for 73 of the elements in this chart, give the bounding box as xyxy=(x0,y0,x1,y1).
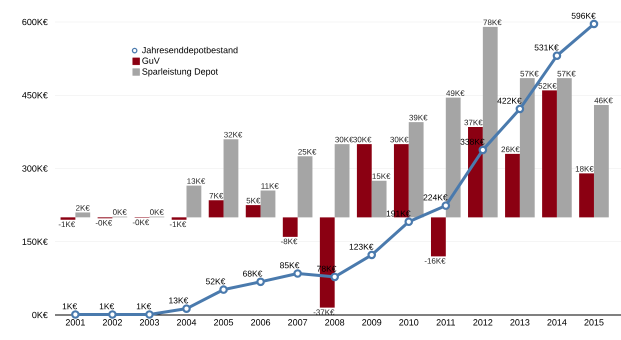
point xyxy=(108,310,117,319)
data-label: 422K€ xyxy=(497,98,522,104)
data-label: 531K€ xyxy=(534,44,559,50)
bar xyxy=(282,217,298,237)
y-tick-label: 450K€ xyxy=(22,92,48,98)
data-label: 1K€ xyxy=(62,303,78,310)
data-label: 13K€ xyxy=(169,297,188,304)
bar xyxy=(446,98,461,218)
point xyxy=(367,250,376,260)
bar xyxy=(186,186,202,218)
y-tick-label: 300K€ xyxy=(22,165,48,172)
bar xyxy=(594,105,609,218)
x-tick-label: 2015 xyxy=(584,319,604,326)
x-tick-label: 2014 xyxy=(547,319,567,326)
point xyxy=(590,20,598,28)
legend-label: GuV xyxy=(142,58,160,64)
bar xyxy=(208,200,224,218)
x-tick-label: 2011 xyxy=(436,319,455,326)
y-tick-label: 150K€ xyxy=(22,238,48,245)
bar xyxy=(542,90,557,218)
point xyxy=(478,146,488,154)
bar xyxy=(505,154,520,218)
bar xyxy=(356,144,372,218)
bar xyxy=(224,139,238,218)
bar xyxy=(579,173,594,218)
bar xyxy=(246,205,261,218)
point xyxy=(552,51,562,60)
point xyxy=(219,285,228,294)
x-tick-label: 2006 xyxy=(251,319,270,326)
bar xyxy=(482,26,498,218)
bar xyxy=(334,144,350,218)
x-tick-label: 2003 xyxy=(140,319,160,326)
x-tick-label: 2008 xyxy=(325,319,344,326)
bar xyxy=(298,156,312,218)
data-label: 68K€ xyxy=(243,270,262,277)
data-label: 85K€ xyxy=(280,262,300,268)
bar xyxy=(260,190,276,218)
data-label: 1K€ xyxy=(100,303,114,310)
bar xyxy=(556,78,572,218)
data-label: 1K€ xyxy=(136,303,152,310)
point xyxy=(330,272,339,282)
point xyxy=(442,201,450,210)
x-tick-label: 2004 xyxy=(176,319,196,326)
point xyxy=(404,217,414,226)
data-label: 123K€ xyxy=(350,244,374,250)
x-tick-label: 2010 xyxy=(399,319,418,326)
point xyxy=(293,269,302,278)
point xyxy=(145,310,154,319)
bar xyxy=(408,122,424,218)
x-tick-label: 2002 xyxy=(102,319,122,326)
point xyxy=(71,310,80,319)
y-tick-label: 600K€ xyxy=(22,18,48,26)
bar xyxy=(372,180,387,218)
legend-label: Sparleistung Depot xyxy=(142,68,218,76)
bar xyxy=(520,78,535,218)
x-tick-label: 2012 xyxy=(473,319,492,326)
point xyxy=(516,104,524,114)
x-tick-label: 2007 xyxy=(288,319,308,326)
x-tick-label: 2005 xyxy=(214,319,234,326)
bar xyxy=(60,217,76,220)
data-label: 596K€ xyxy=(572,12,596,19)
point xyxy=(256,277,265,286)
y-tick-label: 0K€ xyxy=(32,312,48,318)
x-tick-label: 2013 xyxy=(510,319,530,326)
x-tick-label: 2001 xyxy=(66,319,85,326)
bar xyxy=(172,217,187,220)
data-label: 224K€ xyxy=(424,194,448,200)
data-label: 52K€ xyxy=(206,278,226,284)
bar xyxy=(430,217,446,256)
bar xyxy=(75,212,90,218)
point xyxy=(182,304,191,313)
legend-label: Jahresenddepotbestand xyxy=(142,46,238,56)
x-tick-label: 2009 xyxy=(362,319,382,326)
